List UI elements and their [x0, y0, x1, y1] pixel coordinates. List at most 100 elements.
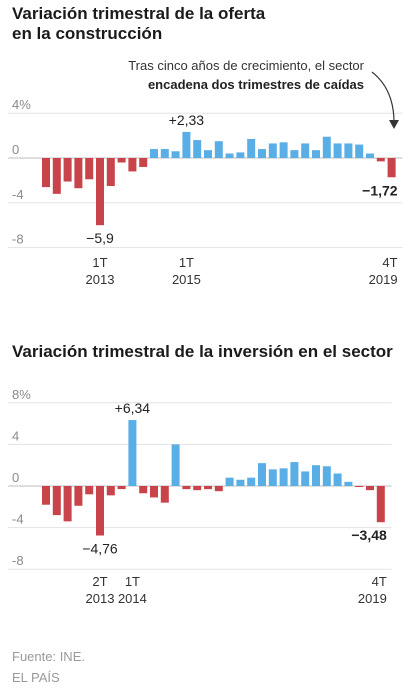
chart2-bar-13 [182, 486, 191, 490]
chart2-bar-10 [150, 486, 158, 498]
chart1-annotation-line1: Tras cinco años de crecimiento, el secto… [128, 58, 364, 73]
chart2-x-tick-label-1-1: 2014 [118, 591, 147, 606]
chart2-x-tick-label-0-0: 2T [92, 574, 107, 589]
chart2-y-tick-label-4: -8 [12, 553, 24, 568]
chart2-bar-16 [214, 486, 223, 492]
chart2-bar-2 [63, 486, 72, 522]
chart1-x-tick-label-2-0: 4T [382, 255, 397, 270]
chart1-bar-20 [258, 149, 266, 158]
chart2-bar-15 [204, 486, 212, 490]
chart2-bar-5 [96, 486, 104, 536]
chart1-title-line1: Variación trimestral de la oferta [12, 4, 266, 23]
chart2-x-tick-label-1-0: 1T [125, 574, 140, 589]
chart2-bar-31 [376, 486, 385, 523]
chart2-x-tick-label-0-1: 2013 [86, 591, 115, 606]
chart1-bar-23 [290, 150, 299, 158]
chart2-bar-11 [160, 486, 169, 503]
chart2-x-tick-label-2-0: 4T [372, 574, 387, 589]
chart1-x-tick-label-0-1: 2013 [86, 272, 115, 287]
chart1-bar-8 [128, 158, 137, 172]
chart1-bar-6 [106, 158, 115, 186]
chart1-bar-11 [160, 149, 169, 158]
chart2-bar-23 [290, 462, 299, 486]
chart1-bar-27 [333, 143, 342, 158]
chart2-bar-24 [301, 471, 310, 486]
chart2-x-tick-label-2-1: 2019 [358, 591, 387, 606]
chart2-title: Variación trimestral de la inversión en … [12, 342, 393, 362]
chart2-y-tick-label-1: 4 [12, 428, 19, 443]
chart1-bar-10 [150, 149, 158, 158]
chart2-bar-3 [74, 486, 83, 506]
chart1-bar-14 [193, 140, 202, 158]
chart2-value-label-0: −4,76 [82, 541, 118, 557]
chart2-bar-8 [128, 420, 137, 486]
chart2-y-tick-label-2: 0 [12, 470, 19, 485]
chart2-bar-17 [225, 477, 234, 486]
chart2-bar-26 [322, 466, 331, 486]
chart1-bar-15 [204, 150, 212, 158]
chart1-bar-3 [74, 158, 83, 189]
chart1-bar-19 [247, 138, 256, 158]
chart1-bar-4 [85, 158, 94, 180]
chart1-annotation-line2: encadena dos trimestres de caídas [148, 77, 364, 92]
chart1-y-tick-label-3: -8 [12, 232, 24, 247]
chart1-bar-7 [117, 158, 126, 163]
chart1-y-tick-label-2: -4 [12, 187, 24, 202]
chart2-bar-7 [117, 486, 126, 490]
chart2-bar-25 [312, 465, 320, 486]
chart1-title: Variación trimestral de la oferta en la … [12, 4, 265, 44]
chart2-bar-18 [236, 479, 245, 486]
chart1-value-label-1: +2,33 [169, 112, 205, 128]
chart1-supply-bar-chart: 4% 0 -4 -8 −5,9 +2,33 −1,72 1T 2013 1T 2015 4T 2019 T… [8, 58, 403, 287]
chart1-bar-21 [268, 143, 277, 158]
chart2-bar-19 [247, 477, 256, 486]
chart1-bar-5 [96, 158, 104, 226]
chart1-bar-18 [236, 152, 245, 158]
chart1-bar-32 [387, 158, 396, 178]
chart2-bar-27 [333, 473, 342, 486]
chart1-bar-26 [322, 136, 331, 158]
chart2-value-label-2: −3,48 [351, 527, 387, 543]
chart1-bar-29 [355, 144, 364, 158]
chart1-value-label-0: −5,9 [86, 230, 114, 246]
publisher-credit: EL PAÍS [12, 670, 60, 685]
chart2-bar-12 [171, 444, 180, 486]
chart1-bar-24 [301, 143, 310, 158]
chart2-investment-bar-chart: 8% 4 0 -4 -8 −4,76 +6,34 −3,48 2T 2013 1T 2014 4T 201… [8, 387, 392, 606]
chart2-value-label-1: +6,34 [115, 400, 151, 416]
chart1-bar-31 [376, 158, 385, 162]
chart1-bar-16 [214, 141, 223, 158]
chart2-bar-21 [268, 469, 277, 486]
chart1-x-tick-label-2-1: 2019 [369, 272, 398, 287]
chart2-bar-0 [42, 486, 50, 505]
chart1-bar-30 [366, 153, 374, 158]
chart2-bar-20 [258, 463, 266, 486]
chart1-bar-0 [42, 158, 50, 188]
chart1-annotation-arrow [371, 71, 395, 127]
chart2-y-tick-label-0: 8% [12, 387, 31, 402]
chart2-bar-1 [52, 486, 61, 516]
chart1-title-line2: en la construcción [12, 24, 163, 43]
chart1-bar-22 [279, 142, 288, 158]
chart2-bar-28 [344, 481, 353, 486]
chart1-bar-17 [225, 153, 234, 158]
chart2-bar-6 [106, 486, 115, 496]
chart1-bar-13 [182, 131, 191, 158]
chart1-x-tick-label-1-0: 1T [179, 255, 194, 270]
chart1-bar-1 [52, 158, 61, 194]
chart1-bar-12 [171, 151, 180, 158]
chart1-bar-25 [312, 150, 320, 158]
chart1-x-tick-label-0-0: 1T [92, 255, 107, 270]
chart1-y-tick-label-1: 0 [12, 142, 19, 157]
chart2-bar-4 [85, 486, 94, 495]
chart2-bar-9 [139, 486, 148, 494]
chart2-bar-30 [366, 486, 374, 491]
chart1-bar-9 [139, 158, 148, 167]
chart2-bar-14 [193, 486, 202, 491]
source-note: Fuente: INE. [12, 649, 85, 664]
chart1-value-label-2: −1,72 [362, 182, 398, 198]
chart2-title-line1: Variación trimestral de la inversión en … [12, 342, 393, 361]
chart2-bar-22 [279, 468, 288, 486]
chart1-x-tick-label-1-1: 2015 [172, 272, 201, 287]
chart1-bar-2 [63, 158, 72, 182]
